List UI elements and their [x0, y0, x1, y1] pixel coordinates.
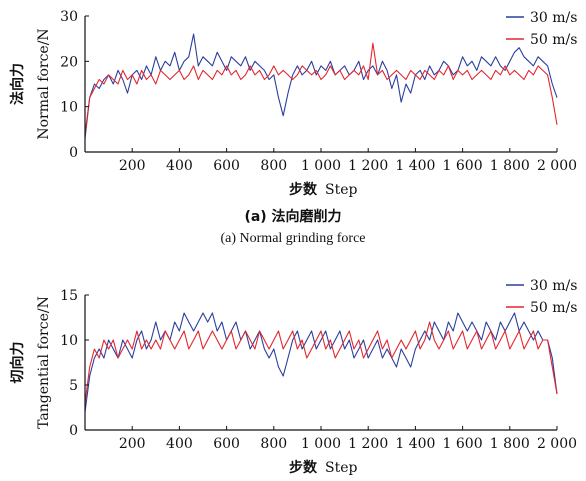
- x-tick-label: 2 000: [537, 158, 577, 174]
- y-tick-label: 0: [69, 145, 78, 161]
- legend-label: 30 m/s: [530, 10, 577, 26]
- x-tick-label: 1 800: [490, 436, 530, 452]
- x-axis-label-english: Step: [325, 182, 358, 198]
- y-axis-label-english: Tangential force/N: [36, 296, 52, 429]
- series-line-50ms: [84, 321, 558, 404]
- legend-label: 50 m/s: [530, 32, 577, 48]
- legend-label: 50 m/s: [530, 300, 577, 316]
- x-tick-label: 1 200: [348, 158, 388, 174]
- y-tick-label: 10: [60, 333, 78, 349]
- x-axis-label-chinese: 步数: [289, 459, 318, 476]
- x-axis-label-chinese: 步数: [289, 181, 318, 198]
- x-tick-label: 1 400: [395, 436, 435, 452]
- x-tick-label: 1 600: [443, 436, 483, 452]
- y-tick-label: 15: [60, 288, 78, 304]
- x-tick-label: 1 000: [301, 158, 341, 174]
- legend-label: 30 m/s: [530, 278, 577, 294]
- x-axis-label-english: Step: [325, 460, 358, 476]
- y-tick-label: 10: [60, 100, 78, 116]
- x-tick-label: 800: [260, 436, 287, 452]
- x-tick-label: 1 600: [443, 158, 483, 174]
- x-tick-label: 600: [213, 158, 240, 174]
- x-tick-label: 400: [166, 436, 193, 452]
- caption-a-chinese: (a) 法向磨削力: [244, 209, 342, 225]
- series-line-50ms: [84, 42, 558, 134]
- y-tick-label: 0: [69, 423, 78, 439]
- series-line-30ms: [84, 312, 558, 413]
- x-tick-label: 2 000: [537, 436, 577, 452]
- x-tick-label: 800: [260, 158, 287, 174]
- y-tick-label: 20: [60, 54, 78, 70]
- x-tick-label: 400: [166, 158, 193, 174]
- y-axis-label-chinese: 切向力: [9, 342, 26, 384]
- series-line-30ms: [84, 33, 558, 139]
- x-tick-label: 200: [119, 436, 146, 452]
- x-tick-label: 1 800: [490, 158, 530, 174]
- x-tick-label: 200: [119, 158, 146, 174]
- tangential-force-chart: 0 5 10 15 200 400 600 800 1 000 1 200 1 400 1 600 1 …: [9, 278, 577, 476]
- x-tick-label: 1 400: [395, 158, 435, 174]
- y-axis-label-english: Normal force/N: [36, 28, 52, 139]
- caption-a-english: (a) Normal grinding force: [220, 231, 366, 246]
- normal-force-chart: 0 10 20 30 200 400 600 800 1 000 1 200 1 400 1 600 1…: [9, 9, 577, 198]
- x-tick-label: 1 000: [301, 436, 341, 452]
- x-tick-label: 600: [213, 436, 240, 452]
- x-tick-label: 1 200: [348, 436, 388, 452]
- y-tick-label: 5: [69, 378, 78, 394]
- y-axis-label-chinese: 法向力: [9, 63, 26, 105]
- y-tick-label: 30: [60, 9, 78, 25]
